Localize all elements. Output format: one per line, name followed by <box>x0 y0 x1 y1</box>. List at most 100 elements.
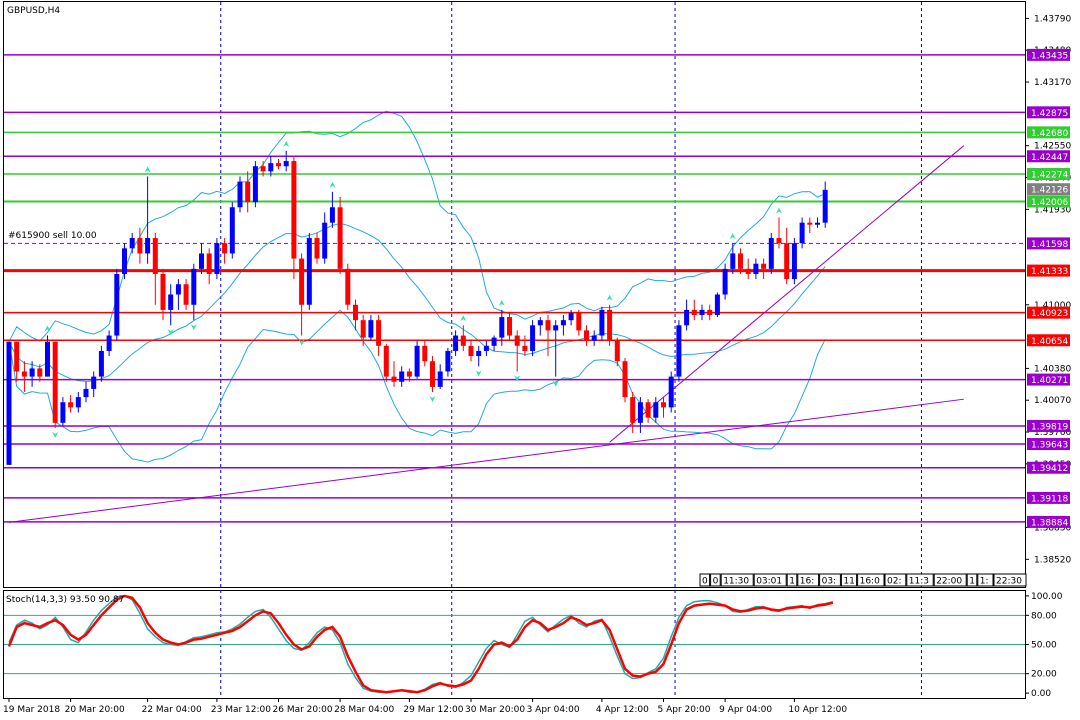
candle-body-97 <box>753 263 759 274</box>
level-label-bg-8 <box>1027 306 1070 319</box>
candle-body-95 <box>738 253 743 269</box>
candle-body-15 <box>122 248 127 274</box>
candle-body-44 <box>345 268 351 305</box>
time-box-label-8: 16:0 <box>860 577 880 587</box>
price-tick-label-9: 1.39760 <box>1034 428 1071 438</box>
time-box-3 <box>753 573 787 587</box>
time-tick-label-2: 22 Mar 04:00 <box>142 705 202 715</box>
time-box-2 <box>720 573 754 587</box>
candle-body-89 <box>691 309 697 316</box>
candle-body-41 <box>322 222 328 259</box>
level-label-bg-0 <box>1027 48 1070 61</box>
price-tick-label-11: 1.38830 <box>1034 523 1071 533</box>
level-label-3: 1.42447 <box>1031 153 1068 163</box>
period-separators <box>220 2 922 698</box>
time-box-label-10: 11:3 <box>909 577 929 587</box>
candle-body-53 <box>414 345 420 377</box>
candle-body-13 <box>106 335 112 351</box>
horizontal-levels <box>4 54 1025 523</box>
candle-body-104 <box>807 222 813 225</box>
candle-body-68 <box>530 325 536 351</box>
level-label-bg-4 <box>1027 168 1070 181</box>
level-label-bg-6 <box>1027 237 1070 250</box>
level-label-10: 1.40271 <box>1031 376 1068 386</box>
bollinger-upper <box>8 110 826 342</box>
candle-body-55 <box>430 361 435 387</box>
time-tick-label-11: 9 Apr 04:00 <box>719 705 772 715</box>
fractal-up-59 <box>460 315 467 322</box>
candle-body-96 <box>745 268 751 274</box>
stoch-tick-label-2: 50.00 <box>1031 641 1057 651</box>
candle-body-85 <box>661 402 666 408</box>
time-tick-label-9: 4 Apr 12:00 <box>596 705 649 715</box>
candle-body-72 <box>560 320 566 326</box>
candle-body-51 <box>399 371 405 382</box>
level-label-bg-2 <box>1027 126 1070 139</box>
candle-body-42 <box>329 207 335 223</box>
fractal-down-61 <box>475 370 482 377</box>
candles <box>6 150 828 465</box>
level-label-7: 1.41333 <box>1031 267 1068 277</box>
level-label-6: 1.41598 <box>1031 240 1068 250</box>
time-box-9 <box>884 573 907 587</box>
candle-body-99 <box>768 238 774 269</box>
candle-body-88 <box>684 309 690 326</box>
candle-body-80 <box>622 361 628 398</box>
candle-body-106 <box>822 189 828 223</box>
candle-body-30 <box>237 181 243 208</box>
trendline-0 <box>8 398 964 523</box>
price-tick-label-6: 1.41000 <box>1034 301 1071 311</box>
time-tick-label-5: 28 Mar 04:00 <box>334 705 394 715</box>
time-box-label-12: 1 <box>969 577 975 587</box>
fractal-up-94 <box>729 233 736 240</box>
level-label-bg-11 <box>1027 419 1070 432</box>
time-box-7 <box>840 573 858 587</box>
fractal-arrows <box>44 140 782 438</box>
fractal-up-42 <box>329 181 336 188</box>
level-label-15: 1.38884 <box>1031 518 1068 528</box>
level-label-bg-14 <box>1027 491 1070 504</box>
time-box-label-14: 22:30 <box>996 577 1022 587</box>
candle-body-64 <box>499 317 505 338</box>
candle-body-20 <box>160 273 166 310</box>
candle-body-82 <box>637 402 643 423</box>
candle-body-40 <box>314 238 320 259</box>
level-label-bg-1 <box>1027 106 1070 119</box>
time-tick-label-10: 5 Apr 20:00 <box>658 705 711 715</box>
stochastic-lines <box>4 594 1025 694</box>
level-label-bg-15 <box>1027 515 1070 528</box>
candle-body-81 <box>630 397 636 423</box>
time-box-label-0: 0 <box>702 577 708 587</box>
candle-body-32 <box>252 166 258 203</box>
candle-body-45 <box>353 304 358 321</box>
candle-body-7 <box>60 402 66 423</box>
time-tick-label-6: 29 Mar 12:00 <box>403 705 463 715</box>
level-labels: 1.43435 1.42875 1.42680 1.42447 1.42274 1.420… <box>1027 48 1070 528</box>
time-tick-label-1: 20 Mar 20:00 <box>65 705 125 715</box>
candle-body-87 <box>676 325 682 377</box>
candle-body-23 <box>183 284 189 305</box>
time-box-label-13: 1: <box>980 577 989 587</box>
candle-body-79 <box>614 340 620 362</box>
price-marker-bg-0 <box>1027 183 1070 196</box>
stoch-tick-label-1: 80.00 <box>1031 611 1057 621</box>
candle-body-46 <box>360 320 366 338</box>
price-tick-label-2: 1.43170 <box>1034 78 1071 88</box>
level-label-1: 1.42875 <box>1031 109 1068 119</box>
time-box-14 <box>993 573 1027 587</box>
candle-body-24 <box>191 268 197 305</box>
bollinger-lower <box>8 309 826 463</box>
trendlines <box>8 145 965 523</box>
candle-body-94 <box>730 253 736 269</box>
time-box-label-11: 22:00 <box>936 577 962 587</box>
candle-body-57 <box>445 350 451 372</box>
price-tick-label-7: 1.40380 <box>1034 364 1071 374</box>
trade-label: #615900 sell 10.00 <box>8 231 97 241</box>
candle-body-91 <box>707 309 713 316</box>
chart-title: GBPUSD,H4 <box>7 6 60 16</box>
fractal-down-66 <box>514 375 521 382</box>
candle-body-1 <box>14 341 20 372</box>
price-tick-label-12: 1.38520 <box>1034 555 1071 565</box>
bollinger-middle <box>8 222 826 382</box>
candle-body-22 <box>175 284 181 295</box>
